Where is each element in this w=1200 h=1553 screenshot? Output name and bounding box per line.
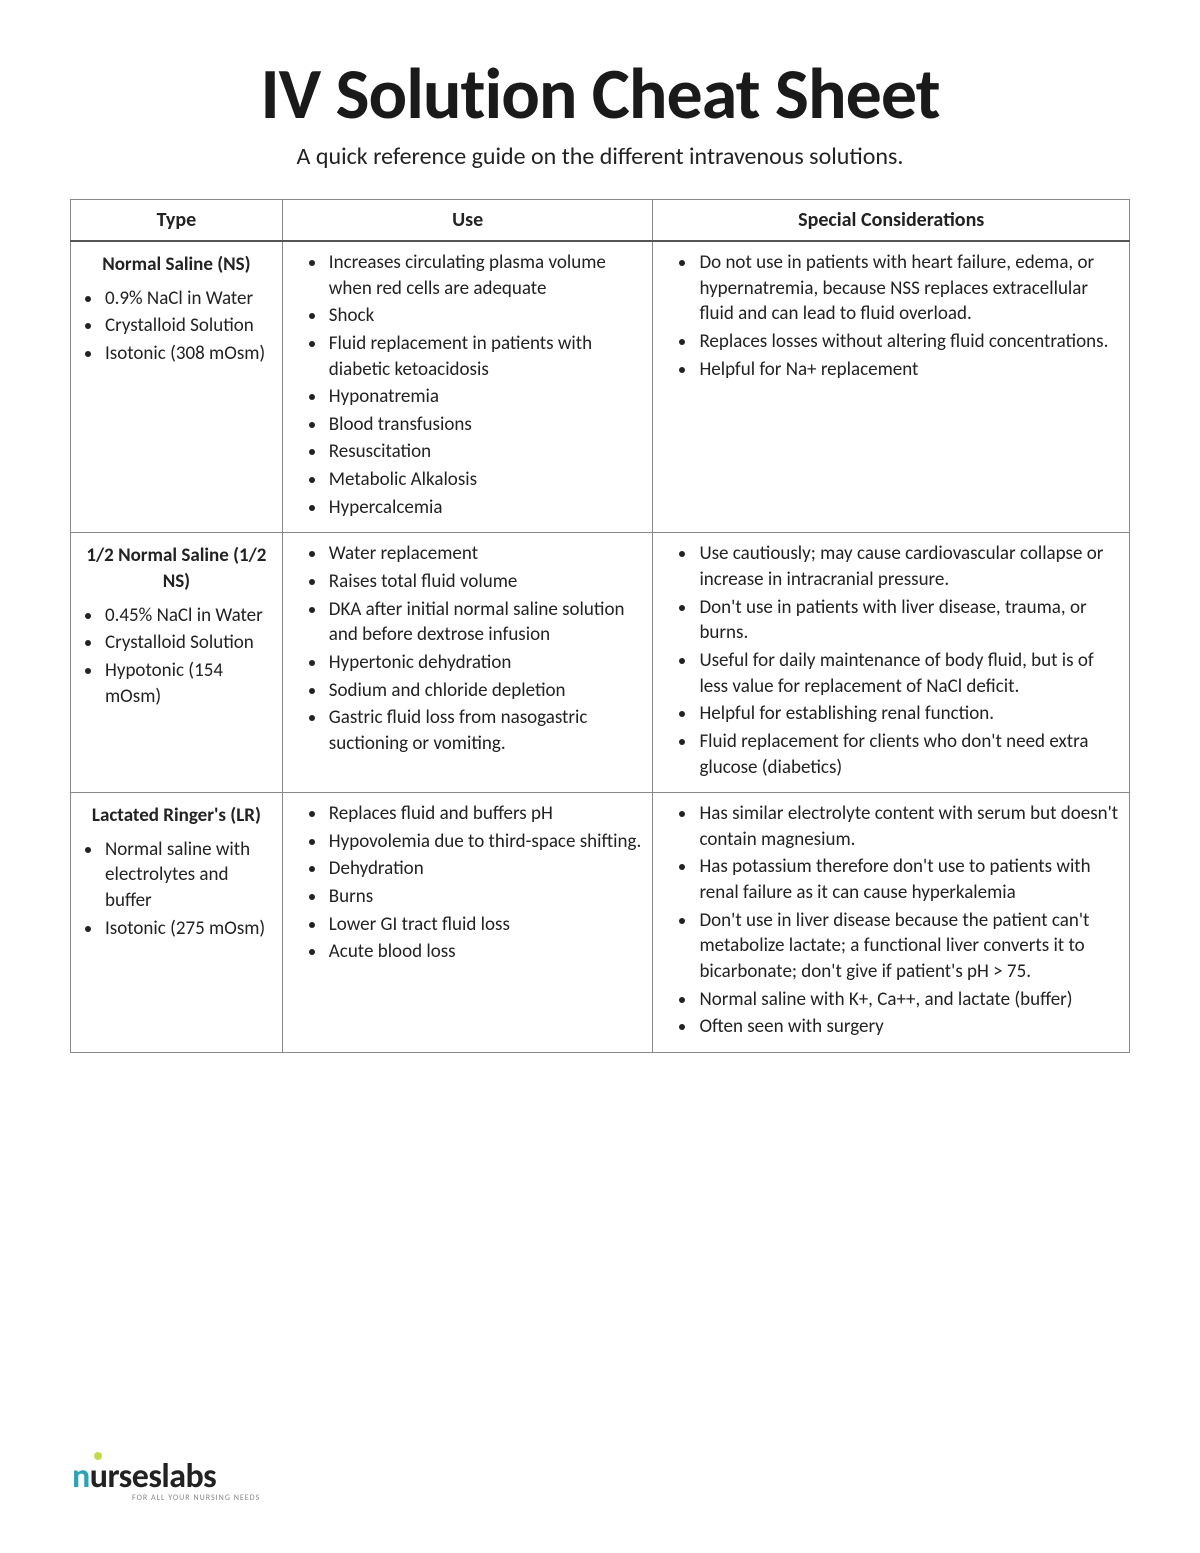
considerations-list: Do not use in patients with heart failur… (663, 250, 1119, 382)
type-list: 0.45% NaCl in WaterCrystalloid SolutionH… (81, 603, 272, 710)
list-item: Don't use in liver disease because the p… (697, 908, 1119, 985)
list-item: Do not use in patients with heart failur… (697, 250, 1119, 327)
list-item: Acute blood loss (327, 939, 643, 965)
solution-name: Normal Saline (NS) (81, 252, 272, 278)
list-item: Crystalloid Solution (103, 313, 272, 339)
page-title: IV Solution Cheat Sheet (70, 50, 1130, 138)
list-item: Normal saline with K+, Ca++, and lactate… (697, 987, 1119, 1013)
list-item: Resuscitation (327, 439, 643, 465)
solution-name: 1/2 Normal Saline (1/2 NS) (81, 543, 272, 594)
list-item: Hypercalcemia (327, 495, 643, 521)
type-list: 0.9% NaCl in WaterCrystalloid SolutionIs… (81, 286, 272, 367)
list-item: Fluid replacement for clients who don't … (697, 729, 1119, 780)
list-item: Has similar electrolyte content with ser… (697, 801, 1119, 852)
logo-tagline: FOR ALL YOUR NURSING NEEDS (132, 1493, 260, 1503)
list-item: Sodium and chloride depletion (327, 678, 643, 704)
list-item: Shock (327, 303, 643, 329)
list-item: Gastric fluid loss from nasogastric suct… (327, 705, 643, 756)
type-list: Normal saline with electrolytes and buff… (81, 837, 272, 942)
brand-logo: nurseslabs FOR ALL YOUR NURSING NEEDS (72, 1456, 260, 1503)
considerations-list: Has similar electrolyte content with ser… (663, 801, 1119, 1040)
list-item: 0.45% NaCl in Water (103, 603, 272, 629)
list-item: Fluid replacement in patients with diabe… (327, 331, 643, 382)
table-row: 1/2 Normal Saline (1/2 NS) 0.45% NaCl in … (71, 533, 1130, 793)
logo-text-a: n (72, 1456, 90, 1497)
cell-type: 1/2 Normal Saline (1/2 NS) 0.45% NaCl in … (71, 533, 283, 793)
list-item: Dehydration (327, 856, 643, 882)
list-item: Helpful for establishing renal function. (697, 701, 1119, 727)
list-item: Isotonic (308 mOsm) (103, 341, 272, 367)
solution-name: Lactated Ringer's (LR) (81, 803, 272, 829)
table-body: Normal Saline (NS)0.9% NaCl in WaterCrys… (71, 241, 1130, 1052)
list-item: Often seen with surgery (697, 1014, 1119, 1040)
cell-considerations: Has similar electrolyte content with ser… (653, 793, 1130, 1053)
list-item: Metabolic Alkalosis (327, 467, 643, 493)
cell-use: Increases circulating plasma volume when… (282, 241, 653, 533)
list-item: DKA after initial normal saline solution… (327, 597, 643, 648)
list-item: Useful for daily maintenance of body flu… (697, 648, 1119, 699)
table-header-row: Type Use Special Considerations (71, 200, 1130, 242)
col-header-type: Type (71, 200, 283, 242)
list-item: Helpful for Na+ replacement (697, 357, 1119, 383)
list-item: Hypertonic dehydration (327, 650, 643, 676)
list-item: Lower GI tract fluid loss (327, 912, 643, 938)
list-item: Don't use in patients with liver disease… (697, 595, 1119, 646)
logo-text-b: urseslabs (90, 1456, 216, 1497)
list-item: Burns (327, 884, 643, 910)
list-item: Normal saline with electrolytes and buff… (103, 837, 272, 914)
list-item: Isotonic (275 mOsm) (103, 916, 272, 942)
list-item: Blood transfusions (327, 412, 643, 438)
cell-type: Lactated Ringer's (LR) Normal saline with… (71, 793, 283, 1053)
use-list: Increases circulating plasma volume when… (293, 250, 643, 520)
list-item: Increases circulating plasma volume when… (327, 250, 643, 301)
page: IV Solution Cheat Sheet A quick referenc… (0, 0, 1200, 1553)
list-item: Use cautiously; may cause cardiovascular… (697, 541, 1119, 592)
cell-considerations: Use cautiously; may cause cardiovascular… (653, 533, 1130, 793)
list-item: Raises total fluid volume (327, 569, 643, 595)
use-list: Replaces fluid and buffers pHHypovolemia… (293, 801, 643, 965)
cell-use: Replaces fluid and buffers pHHypovolemia… (282, 793, 653, 1053)
page-subtitle: A quick reference guide on the different… (70, 142, 1130, 171)
list-item: Has potassium therefore don't use to pat… (697, 854, 1119, 905)
col-header-use: Use (282, 200, 653, 242)
cell-considerations: Do not use in patients with heart failur… (653, 241, 1130, 533)
list-item: Hypotonic (154 mOsm) (103, 658, 272, 709)
iv-table: Type Use Special Considerations Normal S… (70, 199, 1130, 1053)
table-row: Lactated Ringer's (LR) Normal saline with… (71, 793, 1130, 1053)
list-item: Hyponatremia (327, 384, 643, 410)
list-item: 0.9% NaCl in Water (103, 286, 272, 312)
list-item: Hypovolemia due to third-space shifting. (327, 829, 643, 855)
cell-use: Water replacementRaises total fluid volu… (282, 533, 653, 793)
list-item: Replaces fluid and buffers pH (327, 801, 643, 827)
list-item: Water replacement (327, 541, 643, 567)
use-list: Water replacementRaises total fluid volu… (293, 541, 643, 756)
cell-type: Normal Saline (NS) 0.9% NaCl in WaterCrys… (71, 241, 283, 533)
table-row: Normal Saline (NS) 0.9% NaCl in WaterCrys… (71, 241, 1130, 533)
logo-dot-icon (94, 1452, 102, 1460)
list-item: Replaces losses without altering fluid c… (697, 329, 1119, 355)
list-item: Crystalloid Solution (103, 630, 272, 656)
col-header-considerations: Special Considerations (653, 200, 1130, 242)
considerations-list: Use cautiously; may cause cardiovascular… (663, 541, 1119, 780)
